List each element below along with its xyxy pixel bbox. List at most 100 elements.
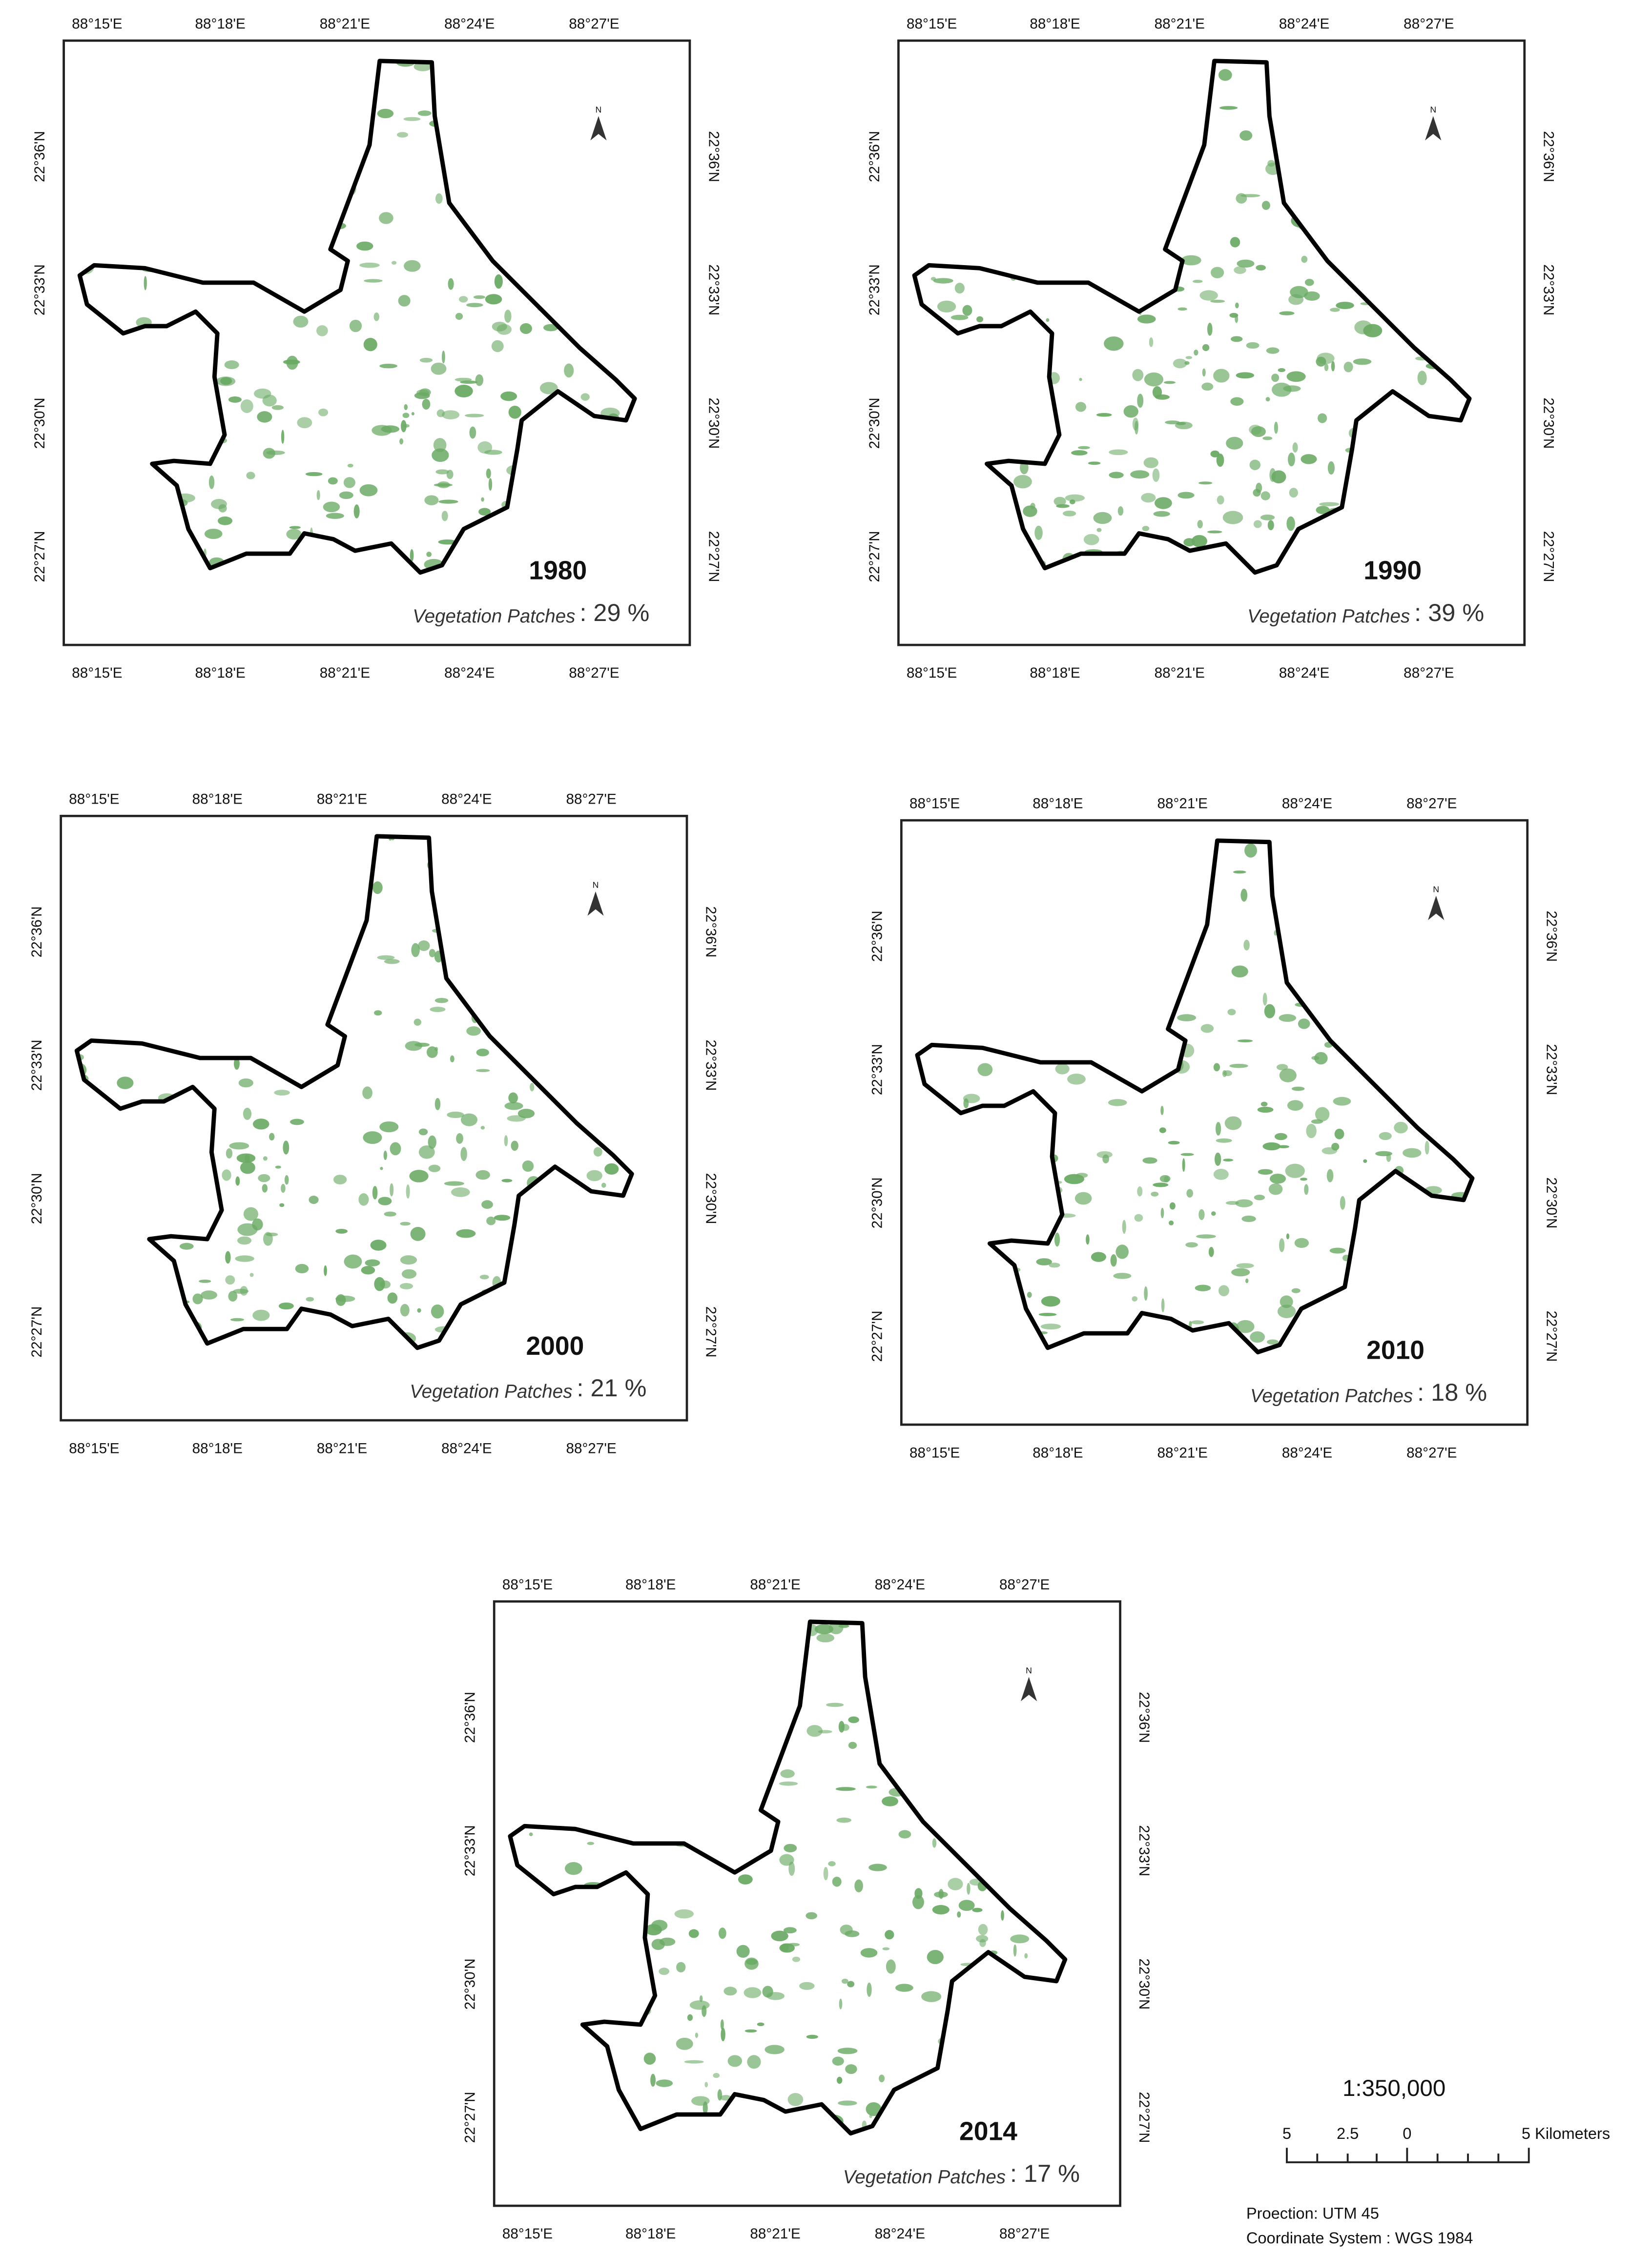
vegetation-patch xyxy=(481,497,484,502)
vegetation-patch xyxy=(542,479,551,493)
city-outline xyxy=(77,59,637,575)
vegetation-patch xyxy=(602,145,612,159)
vegetation-patch xyxy=(470,935,480,942)
vegetation-patch xyxy=(1063,196,1079,203)
vegetation-patch xyxy=(1198,553,1208,565)
vegetation-patch xyxy=(504,1102,523,1110)
vegetation-patch xyxy=(290,1000,306,1015)
vegetation-patch xyxy=(1038,1313,1057,1316)
vegetation-patch xyxy=(1393,1232,1406,1239)
vegetation-patch xyxy=(529,1058,536,1065)
vegetation-patch xyxy=(1217,495,1224,505)
vegetation-patch xyxy=(404,260,421,272)
lon-label: 88°21'E xyxy=(750,2226,800,2242)
vegetation-patch xyxy=(1403,1089,1411,1094)
vegetation-patch xyxy=(101,458,117,467)
vegetation-patch xyxy=(945,1243,950,1255)
vegetation-patch xyxy=(967,1837,988,1841)
vegetation-patch xyxy=(1301,176,1313,184)
vegetation-patch xyxy=(1210,267,1224,279)
vegetation-patch xyxy=(1467,1037,1472,1042)
vegetation-patch xyxy=(1037,184,1056,189)
vegetation-patch xyxy=(323,501,340,513)
vegetation-patch xyxy=(306,1063,323,1068)
vegetation-patch xyxy=(951,1333,964,1347)
vegetation-patch xyxy=(1317,181,1335,190)
vegetation-patch xyxy=(832,1876,842,1887)
vegetation-patch xyxy=(631,1230,632,1235)
vegetation-patch xyxy=(438,539,457,545)
vegetation-patch xyxy=(461,94,466,98)
vegetation-patch xyxy=(531,2138,540,2141)
vegetation-patch xyxy=(293,315,309,328)
vegetation-patch xyxy=(879,2074,885,2083)
vegetation-patch xyxy=(1043,391,1051,402)
vegetation-patch xyxy=(525,1272,537,1286)
vegetation-patch xyxy=(1292,442,1298,453)
vegetation-patch xyxy=(1483,170,1496,174)
map-frame xyxy=(900,819,1529,1426)
vegetation-patch xyxy=(944,2131,957,2134)
vegetation-patch xyxy=(1109,449,1128,456)
vegetation-patch xyxy=(1392,1084,1398,1095)
vegetation-patch xyxy=(962,514,983,519)
vegetation-patch xyxy=(1455,219,1459,229)
vegetation-patch xyxy=(266,450,285,455)
vegetation-patch xyxy=(426,552,432,557)
vegetation-patch xyxy=(262,394,277,407)
vegetation-patch xyxy=(398,295,411,307)
vegetation-patch xyxy=(1256,482,1262,493)
vegetation-patch xyxy=(220,377,232,385)
vegetation-patch xyxy=(1027,1291,1032,1298)
vegetation-patch xyxy=(993,2103,1006,2107)
vegetation-patch xyxy=(631,419,635,426)
vegetation-patch xyxy=(541,80,559,94)
vegetation-patch xyxy=(182,1034,191,1047)
vegetation-patch xyxy=(1260,1101,1268,1107)
vegetation-patch xyxy=(152,1160,162,1167)
vegetation-patch xyxy=(638,1825,642,1830)
vegetation-patch xyxy=(1362,61,1365,64)
vegetation-patch xyxy=(950,314,969,320)
vegetation-patch xyxy=(413,1018,421,1026)
lon-label: 88°18'E xyxy=(1030,665,1080,681)
vegetation-patch xyxy=(80,263,83,271)
vegetation-patch xyxy=(187,185,199,189)
vegetation-patch xyxy=(985,405,989,409)
vegetation-patch xyxy=(1358,538,1362,542)
lon-label: 88°27'E xyxy=(569,665,619,681)
vegetation-patch xyxy=(1067,1073,1086,1085)
vegetation-patch xyxy=(226,206,244,215)
vegetation-patch xyxy=(286,529,302,540)
vegetation-patch xyxy=(1381,1234,1397,1247)
vegetation-patch xyxy=(1040,1324,1061,1330)
vegetation-patch xyxy=(563,2084,575,2097)
vegetation-patch xyxy=(1132,171,1146,183)
vegetation-patch xyxy=(400,1255,417,1265)
vegetation-patch xyxy=(1430,1110,1446,1120)
vegetation-patch xyxy=(937,1681,950,1692)
vegetation-patch xyxy=(588,440,600,444)
vegetation-patch xyxy=(272,136,287,148)
vegetation-patch xyxy=(80,341,83,351)
vegetation-patch xyxy=(805,1912,817,1920)
vegetation-patch xyxy=(907,1704,911,1716)
vegetation-patch xyxy=(655,1641,667,1645)
vegetation-patch xyxy=(1237,259,1255,268)
vegetation-patch xyxy=(942,2121,957,2128)
vegetation-patch xyxy=(674,1909,694,1919)
vegetation-patch xyxy=(892,1717,912,1731)
vegetation-patch xyxy=(486,1216,496,1225)
vegetation-patch xyxy=(456,1133,463,1144)
lat-label: 22°30'N xyxy=(1543,1177,1559,1228)
vegetation-patch xyxy=(139,163,144,166)
vegetation-patch xyxy=(1257,1106,1274,1113)
vegetation-patch xyxy=(367,1330,385,1341)
vegetation-patch xyxy=(1018,1124,1022,1136)
vegetation-patch xyxy=(948,541,964,550)
vegetation-patch xyxy=(1034,2040,1045,2046)
vegetation-patch xyxy=(1115,289,1131,295)
vegetation-patch xyxy=(82,540,100,549)
vegetation-patch xyxy=(269,1133,275,1141)
vegetation-patch xyxy=(1109,472,1124,478)
